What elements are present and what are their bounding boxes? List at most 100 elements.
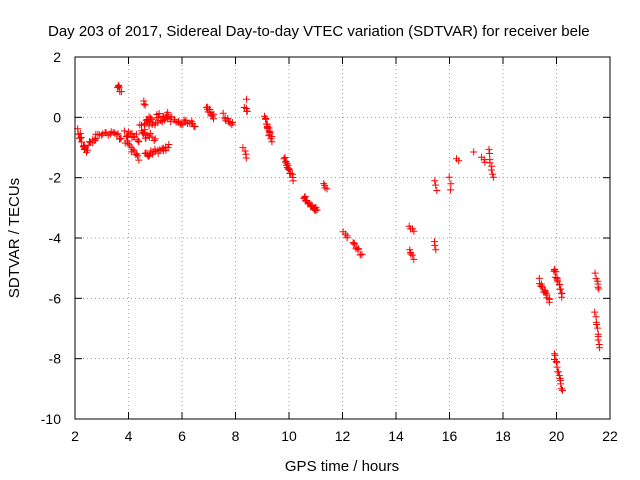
data-point <box>594 336 602 344</box>
x-tick-label: 8 <box>232 428 240 444</box>
data-point <box>406 246 414 254</box>
data-point <box>558 293 566 301</box>
data-point <box>287 170 295 177</box>
data-point <box>268 138 276 146</box>
y-tick-label: -8 <box>49 351 62 367</box>
data-point <box>141 126 149 134</box>
x-tick-label: 6 <box>178 428 186 444</box>
data-point <box>262 115 269 123</box>
x-tick-label: 10 <box>281 428 297 444</box>
data-point <box>486 150 494 157</box>
data-point <box>151 135 159 143</box>
data-point <box>320 180 328 188</box>
data-point <box>91 136 99 144</box>
data-point <box>141 101 149 109</box>
data-point <box>557 285 565 293</box>
data-point <box>155 110 163 117</box>
data-point <box>551 266 559 274</box>
data-point <box>343 234 351 242</box>
data-point <box>84 146 91 154</box>
data-point <box>191 123 199 131</box>
data-point <box>349 239 357 247</box>
data-point <box>556 281 563 288</box>
chart-title: Day 203 of 2017, Sidereal Day-to-day VTE… <box>48 23 590 40</box>
data-point <box>124 140 132 148</box>
y-tick-label: 0 <box>53 109 61 125</box>
x-tick-label: 22 <box>602 428 618 444</box>
plot-frame <box>74 56 611 420</box>
data-point <box>150 137 158 144</box>
y-axis-title: SDTVAR / TECUs <box>6 178 23 298</box>
data-point <box>535 274 543 282</box>
data-point <box>146 129 154 137</box>
data-point <box>447 186 455 194</box>
x-axis-title: GPS time / hours <box>285 458 399 475</box>
data-point <box>242 154 250 162</box>
data-point <box>407 250 415 258</box>
data-points <box>74 81 604 394</box>
x-tick-label: 20 <box>549 428 565 444</box>
data-point <box>313 206 321 214</box>
data-point <box>553 363 561 371</box>
data-point <box>558 385 565 393</box>
y-tick-label: -10 <box>41 411 61 427</box>
data-point <box>410 227 418 235</box>
grid-lines <box>75 57 610 419</box>
data-point <box>557 380 565 388</box>
x-tick-label: 14 <box>388 428 404 444</box>
x-tick-labels: 2 4 6 8 10 12 14 16 18 20 22 <box>71 428 618 444</box>
data-point <box>594 324 602 332</box>
data-point <box>114 82 122 90</box>
data-point <box>241 147 249 155</box>
data-point <box>410 255 418 263</box>
data-point <box>596 344 604 352</box>
data-point <box>77 134 84 142</box>
data-point <box>210 115 217 123</box>
data-point <box>432 181 440 189</box>
data-point <box>447 180 455 188</box>
data-point <box>431 241 439 249</box>
data-point <box>78 138 86 146</box>
axis-tick-marks <box>74 56 611 420</box>
y-tick-label: -4 <box>49 230 62 246</box>
data-point <box>243 95 251 103</box>
data-point <box>487 166 495 174</box>
data-point <box>542 289 550 297</box>
data-point <box>284 165 292 173</box>
data-point <box>354 246 362 254</box>
data-point <box>552 268 560 276</box>
data-point <box>113 131 121 139</box>
data-point <box>109 129 117 136</box>
data-point <box>289 177 297 185</box>
y-tick-label: 2 <box>53 49 61 65</box>
data-point <box>431 177 439 185</box>
data-point <box>117 134 125 142</box>
data-point <box>132 130 140 138</box>
data-point <box>219 109 227 117</box>
data-point <box>228 119 236 126</box>
data-point <box>120 127 128 135</box>
data-point <box>243 107 251 115</box>
data-point <box>140 100 148 108</box>
data-point <box>135 156 143 164</box>
data-point <box>593 321 601 328</box>
data-point <box>485 145 493 153</box>
y-tick-label: -6 <box>49 290 62 306</box>
y-tick-labels: 2 0 -2 -4 -6 -8 -10 <box>41 49 61 427</box>
data-point <box>486 159 494 167</box>
data-point <box>129 145 137 153</box>
data-point <box>433 187 441 194</box>
data-point <box>164 144 172 152</box>
data-point <box>285 165 293 173</box>
data-point <box>136 121 144 129</box>
data-point <box>147 114 154 122</box>
y-tick-label: -2 <box>49 170 62 186</box>
data-point <box>135 138 143 146</box>
data-point <box>555 372 563 380</box>
data-point <box>432 246 440 254</box>
data-point <box>114 130 122 138</box>
x-tick-label: 12 <box>335 428 351 444</box>
data-point <box>594 283 602 291</box>
data-point <box>445 173 453 181</box>
